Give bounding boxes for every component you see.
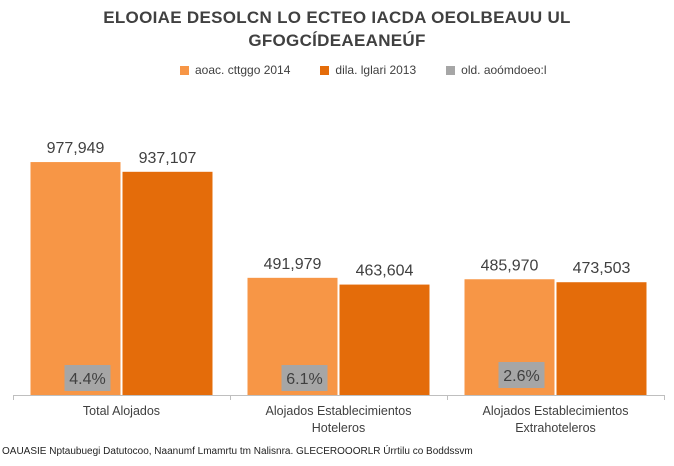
data-label-series-1-2: 491,979 [264, 256, 322, 273]
legend-swatch-series-3 [446, 65, 456, 75]
percent-label-2: 6.1% [286, 371, 322, 388]
data-label-series-2-3: 473,503 [573, 260, 631, 277]
data-label-series-1-1: 977,949 [47, 140, 105, 157]
category-label-1: Total Alojados [83, 404, 160, 418]
legend-swatch-series-1 [180, 65, 189, 75]
percent-label-3: 2.6% [503, 368, 539, 385]
legend-label-series-1: aoac. cttggo 2014 [195, 63, 291, 77]
percent-label-1: 4.4% [69, 371, 105, 388]
bar-series-2-3 [556, 282, 647, 395]
bar-series-2-1 [122, 171, 213, 395]
category-label-3: Alojados Establecimientos [483, 404, 629, 418]
data-label-series-2-2: 463,604 [356, 263, 414, 280]
legend-label-series-2: dila. lglari 2013 [335, 63, 417, 77]
percent-badge-3 [498, 362, 545, 388]
legend-item-series-2: dila. lglari 2013 [320, 63, 416, 77]
source-note: OAUASIE Nptaubuegi Datutocoo, Naanumf Lm… [2, 446, 473, 457]
percent-badge-2 [281, 365, 328, 391]
percent-badge-1 [64, 365, 111, 391]
chart-title: ELOOIAE DESOLCN LO ECTEO IACDA OEOLBEAUU… [0, 6, 674, 52]
chart-legend: aoac. cttggo 2014 dila. lglari 2013 old.… [180, 62, 577, 78]
chart-title-line-2: GFOGCÍDEAEANEÚF [248, 31, 426, 50]
legend-item-series-1: aoac. cttggo 2014 [180, 63, 290, 77]
data-label-series-1-3: 485,970 [481, 257, 539, 274]
category-label-3: Extrahoteleros [515, 421, 596, 435]
bar-series-2-2 [339, 284, 430, 395]
legend-item-series-3: old. aoómdoeo:l [446, 63, 547, 77]
data-label-series-2-1: 937,107 [139, 150, 197, 167]
category-label-2: Alojados Establecimientos [266, 404, 412, 418]
legend-label-series-3: old. aoómdoeo:l [461, 63, 547, 77]
chart-title-line-1: ELOOIAE DESOLCN LO ECTEO IACDA OEOLBEAUU… [103, 8, 571, 27]
category-label-2: Hoteleros [312, 421, 366, 435]
bar-series-1-1 [30, 162, 121, 395]
legend-swatch-series-2 [320, 65, 330, 75]
